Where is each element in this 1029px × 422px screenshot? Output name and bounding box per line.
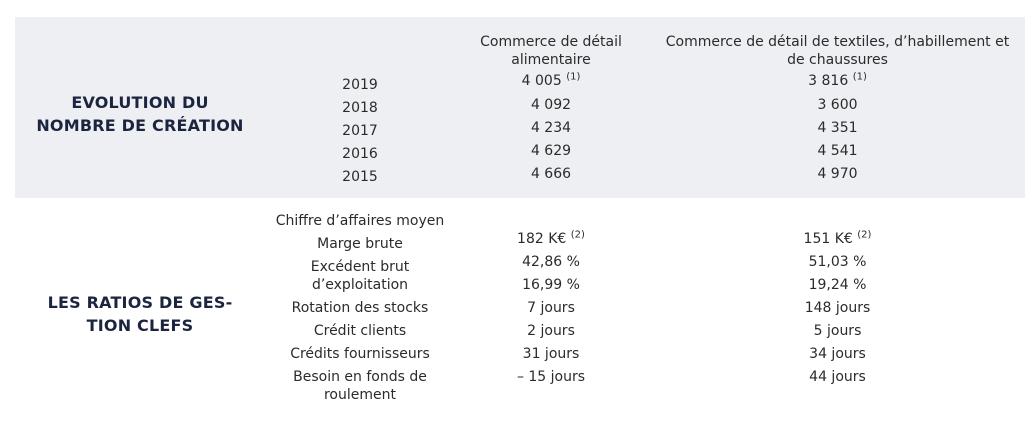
textile-creation-value: 4 351 [817, 120, 858, 136]
ratio-label: Chiffre d’affaires moyen [275, 213, 445, 229]
column-header-food: Commerce de détail alimentaire [480, 34, 622, 68]
year-cell: 2018 [342, 100, 378, 116]
textile-ratio-value: 51,03 % [808, 254, 867, 270]
food-ratio-value: – 15 jours [516, 369, 586, 385]
food-ratio-value: 182 K€ (2) [456, 230, 646, 248]
textile-ratio-value: 34 jours [809, 346, 866, 362]
value-text: 3 816 [808, 73, 849, 89]
textile-ratio-value: 5 jours [813, 323, 862, 339]
ratios-title-line-2: TION CLEFS [86, 316, 194, 335]
ratio-label: Crédit clients [313, 323, 407, 339]
creation-section-background [15, 17, 1025, 198]
ratio-label: roulement [323, 387, 396, 403]
value-text: 151 K€ [803, 231, 853, 247]
food-ratio-value: 7 jours [527, 300, 575, 316]
ratio-label: Crédits fournisseurs [290, 346, 430, 362]
food-creation-value: 4 629 [530, 143, 572, 159]
textile-ratio-value: 151 K€ (2) [660, 230, 1015, 248]
food-ratio-value: 31 jours [522, 346, 580, 362]
food-creation-value: 4 234 [530, 120, 572, 136]
textile-ratio-value: 44 jours [809, 369, 866, 385]
footnote-marker: (2) [857, 229, 872, 241]
textile-creation-value: 4 970 [817, 166, 858, 182]
value-text: 182 K€ [517, 231, 567, 247]
footnote-marker: (1) [852, 71, 867, 83]
food-creation-value: 4 092 [530, 97, 572, 113]
ratio-label: Besoin en fonds de [293, 369, 427, 385]
year-cell: 2019 [342, 77, 378, 93]
creation-title-line-2: NOMBRE DE CRÉATION [36, 116, 244, 135]
food-creation-value: 4 666 [530, 166, 572, 182]
value-text: 4 005 [521, 73, 562, 89]
ratio-label: d’exploitation [311, 277, 409, 293]
food-ratio-value: 42,86 % [522, 254, 580, 270]
ratios-section-title: LES RATIOS DE GES- TION CLEFS [20, 291, 260, 337]
year-cell: 2015 [342, 169, 378, 185]
textile-creation-value: 3 816 (1) [660, 72, 1015, 90]
textile-creation-value: 4 541 [817, 143, 858, 159]
footnote-marker: (1) [566, 71, 581, 83]
column-header-textile: Commerce de détail de textiles, d’habill… [665, 34, 1010, 68]
year-cell: 2017 [342, 123, 378, 139]
ratios-title-line-1: LES RATIOS DE GES- [47, 293, 233, 312]
textile-ratio-value: 19,24 % [808, 277, 867, 293]
ratio-label: Rotation des stocks [291, 300, 429, 316]
footnote-marker: (2) [570, 229, 585, 241]
food-creation-value: 4 005 (1) [456, 72, 646, 90]
creation-title-line-1: EVOLUTION DU [71, 93, 209, 112]
ratio-label: Excédent brut [310, 259, 410, 275]
ratio-label: Marge brute [317, 236, 403, 252]
textile-ratio-value: 148 jours [804, 300, 871, 316]
textile-creation-value: 3 600 [817, 97, 858, 113]
food-ratio-value: 2 jours [527, 323, 575, 339]
year-cell: 2016 [342, 146, 378, 162]
creation-section-title: EVOLUTION DU NOMBRE DE CRÉATION [20, 91, 260, 137]
food-ratio-value: 16,99 % [522, 277, 580, 293]
